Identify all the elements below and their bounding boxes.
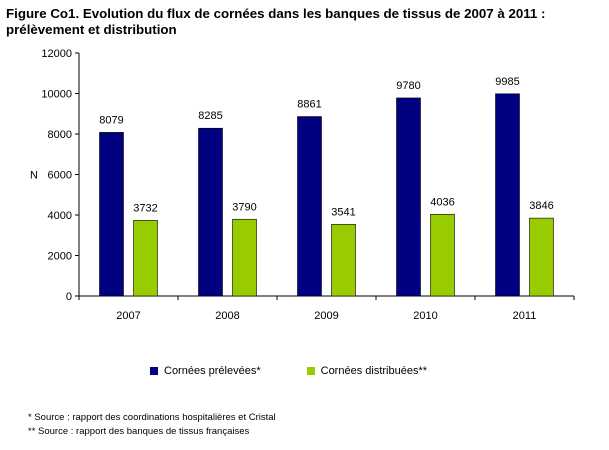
legend-item-distribuees: Cornées distribuées** — [306, 365, 428, 377]
legend-swatch-distribuees — [306, 367, 315, 375]
data-label: 3846 — [529, 200, 553, 212]
data-label: 3541 — [331, 206, 355, 218]
legend: Cornées prélevées* Cornées distribuées** — [150, 365, 427, 377]
y-tick-label: 12000 — [41, 48, 72, 60]
data-label: 8079 — [99, 114, 123, 126]
bar-prelevees — [198, 127, 223, 297]
bar-distribuees — [133, 220, 158, 297]
bar-prelevees — [495, 93, 520, 297]
y-axis-title: N — [30, 170, 38, 182]
y-tick-label: 6000 — [48, 170, 72, 182]
data-label: 9780 — [396, 80, 420, 92]
x-tick-label: 2011 — [513, 310, 537, 322]
data-label: 4036 — [430, 196, 454, 208]
footnote-1: * Source : rapport des coordinations hos… — [28, 412, 276, 423]
legend-item-prelevees: Cornées prélevées* — [150, 365, 261, 377]
data-label: 9985 — [495, 76, 519, 88]
data-label: 8861 — [297, 99, 321, 111]
footnotes: * Source : rapport des coordinations hos… — [28, 411, 276, 439]
y-tick-label: 2000 — [48, 251, 72, 263]
bar-chart: 0 2000 4000 6000 8000 10000 12000 N 2007 8079 3732… — [30, 48, 575, 322]
bar-distribuees — [430, 213, 455, 297]
chart-title-line-1: Figure Co1. Evolution du flux de cornées… — [6, 6, 546, 21]
x-tick-label: 2009 — [314, 310, 338, 322]
bar-distribuees — [529, 217, 554, 297]
y-tick-label: 10000 — [41, 89, 72, 101]
y-tick-label: 0 — [66, 291, 72, 303]
x-tick-label: 2007 — [116, 310, 140, 322]
y-tick-label: 4000 — [48, 210, 72, 222]
bar-distribuees — [331, 223, 356, 297]
bar-distribuees — [232, 218, 257, 297]
bar-prelevees — [297, 116, 322, 297]
x-tick-label: 2010 — [413, 310, 437, 322]
data-label: 3732 — [133, 202, 157, 214]
chart-title: Figure Co1. Evolution du flux de cornées… — [6, 6, 606, 38]
legend-swatch-prelevees — [150, 367, 158, 375]
y-tick-label: 8000 — [48, 129, 72, 141]
bar-prelevees — [396, 97, 421, 297]
data-label: 8285 — [198, 110, 222, 122]
legend-label-distribuees: Cornées distribuées** — [320, 365, 428, 377]
bar-prelevees — [99, 132, 124, 297]
x-tick-label: 2008 — [215, 310, 239, 322]
footnote-2: ** Source : rapport des banques de tissu… — [28, 426, 250, 437]
legend-label-prelevees: Cornées prélevées* — [164, 365, 261, 377]
chart-title-line-2: prélèvement et distribution — [6, 22, 177, 37]
data-label: 3790 — [232, 201, 256, 213]
